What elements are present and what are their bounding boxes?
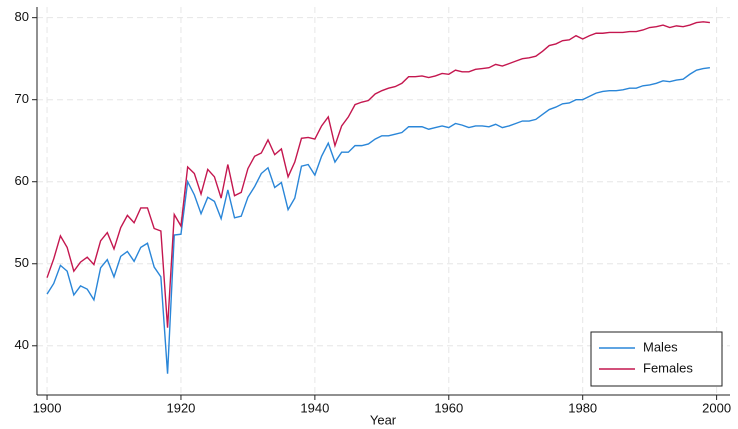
y-tick-label: 80 <box>15 9 29 24</box>
y-tick-label: 60 <box>15 173 29 188</box>
x-tick-label: 2000 <box>702 400 731 415</box>
x-axis-label: Year <box>370 412 397 427</box>
legend-label: Males <box>643 339 678 354</box>
y-tick-label: 50 <box>15 255 29 270</box>
legend-box <box>590 331 723 387</box>
y-tick-label: 70 <box>15 91 29 106</box>
x-tick-label: 1920 <box>166 400 195 415</box>
series-line <box>46 21 710 328</box>
x-tick-label: 1900 <box>33 400 62 415</box>
x-tick-label: 1980 <box>568 400 597 415</box>
series-line <box>46 67 710 374</box>
x-tick-label: 1960 <box>434 400 463 415</box>
legend-label: Females <box>643 360 693 375</box>
y-tick-label: 40 <box>15 337 29 352</box>
x-tick-label: 1940 <box>300 400 329 415</box>
